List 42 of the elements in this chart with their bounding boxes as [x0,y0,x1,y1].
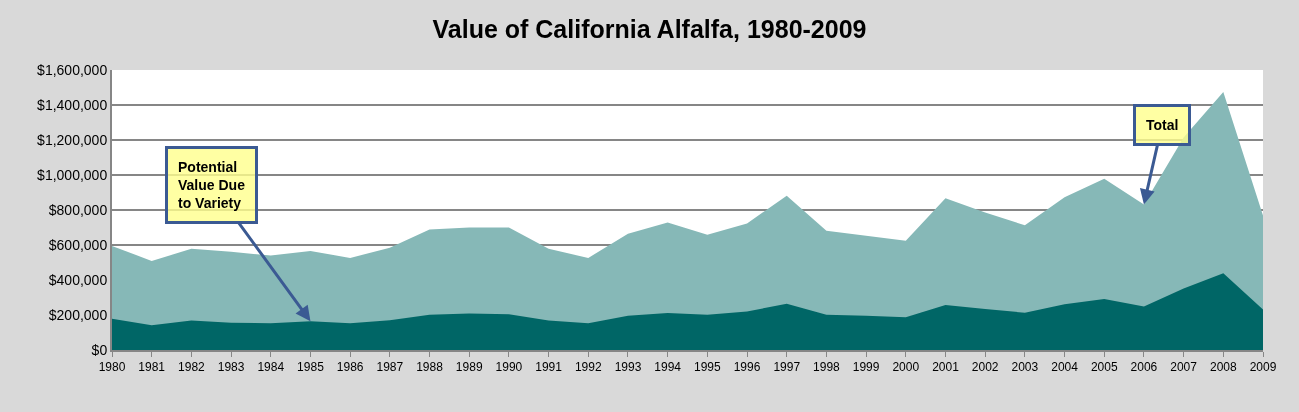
annotation: Total [1146,117,1179,133]
y-tick-label: $1,200,000 [37,131,108,148]
y-tick-label: $400,000 [48,271,108,288]
y-tick-label: $200,000 [48,306,108,323]
x-tick-label: 1982 [178,360,206,375]
x-tick-label: 1994 [654,360,682,375]
x-tick-label: 1988 [416,360,444,375]
chart-title: Value of California Alfalfa, 1980-2009 [432,15,867,44]
x-tick-label: 1992 [574,360,602,375]
x-tick-label: 1986 [336,360,364,375]
y-tick-label: $1,400,000 [37,96,108,113]
x-tick-label: 2003 [1011,360,1039,375]
x-tick-label: 1995 [693,360,722,375]
y-tick-label: $800,000 [48,201,108,218]
x-tick-label: 1987 [376,360,404,375]
x-tick-label: 2007 [1170,360,1198,375]
x-tick-label: 1981 [138,360,166,375]
x-tick-label: 1984 [257,360,285,375]
x-tick-label: 1991 [535,360,563,375]
x-tick-label: 2008 [1209,360,1237,375]
x-tick-label: 2006 [1130,360,1158,375]
x-tick-label: 1996 [733,360,761,375]
x-tick-label: 2000 [892,360,920,375]
x-tick-label: 1985 [297,360,325,375]
x-tick-label: 2004 [1051,360,1079,375]
x-tick-label: 2002 [971,360,999,375]
y-tick-label: $1,600,000 [37,61,108,78]
x-tick-label: 1990 [495,360,523,375]
x-tick-label: 2001 [932,360,960,375]
x-tick-label: 1993 [614,360,642,375]
x-tick-label: 1998 [813,360,841,375]
annotation: Potential Value Due to Variety [178,159,246,212]
x-tick-label: 1983 [217,360,245,375]
x-tick-label: 1980 [98,360,126,375]
x-tick-label: 1999 [852,360,880,375]
x-tick-label: 1997 [773,360,801,375]
y-tick-label: $600,000 [48,236,108,253]
x-tick-label: 2009 [1249,360,1277,375]
y-tick-label: $1,000,000 [37,166,108,183]
x-tick-label: 2005 [1090,360,1118,375]
x-tick-label: 1989 [455,360,483,375]
y-tick-label: $0 [91,341,108,358]
